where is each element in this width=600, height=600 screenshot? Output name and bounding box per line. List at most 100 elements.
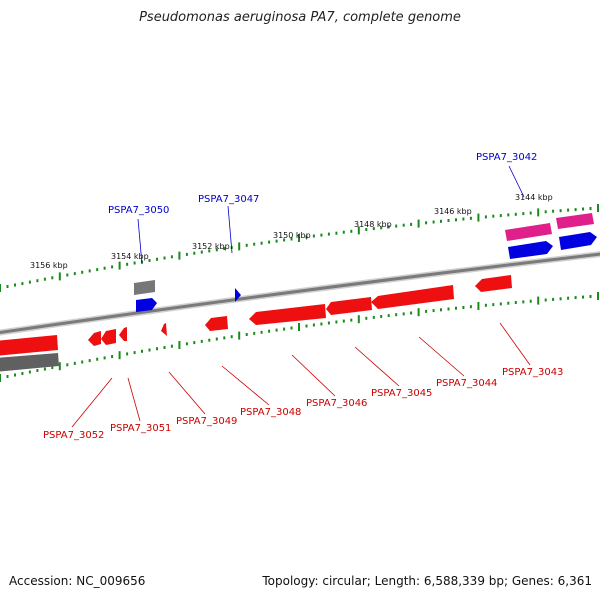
feature-red-3048[interactable] [205, 316, 228, 331]
gene-label-3046[interactable]: PSPA7_3046 [306, 398, 367, 409]
upper-tick-mark [163, 256, 166, 260]
upper-tick-mark [28, 280, 31, 284]
feature-red-3045[interactable] [326, 297, 372, 315]
lower-tick-mark [51, 366, 54, 370]
lower-tick-mark [395, 313, 398, 317]
topology-text: Topology: circular; Length: 6,588,339 bp… [262, 574, 592, 588]
upper-tick-mark [544, 210, 547, 214]
feature-blue-3047[interactable] [235, 288, 241, 302]
upper-tick-mark [380, 226, 383, 230]
upper-tick-mark [447, 219, 450, 222]
upper-tick-mark [118, 261, 121, 270]
upper-tick-mark [455, 218, 457, 222]
gene-label-3047[interactable]: PSPA7_3047 [198, 194, 259, 205]
feature-red-3044[interactable] [371, 285, 454, 309]
upper-tick-mark [342, 230, 345, 234]
upper-tick-mark [529, 211, 532, 215]
map-title: Pseudomonas aeruginosa PA7, complete gen… [139, 10, 461, 25]
upper-tick-mark [14, 283, 16, 287]
lower-tick-mark [492, 303, 495, 307]
lower-tick-mark [447, 307, 450, 311]
lower-tick-mark [28, 370, 31, 374]
feature-red-3052b[interactable] [101, 329, 116, 345]
lower-tick-mark [499, 302, 502, 306]
feature-pink-b[interactable] [556, 213, 594, 229]
upper-tick-mark [552, 209, 555, 213]
gene-label-3051[interactable]: PSPA7_3051 [110, 423, 171, 434]
lower-tick-mark [477, 302, 480, 310]
feature-red-3043[interactable] [475, 275, 512, 292]
lower-tick-mark [141, 349, 143, 353]
lower-tick-mark [537, 296, 540, 305]
lower-tick-mark [283, 327, 286, 331]
lower-tick-mark [455, 306, 457, 310]
lower-tick-mark [559, 297, 562, 301]
feature-red-left[interactable] [0, 335, 58, 356]
leader-3046 [291, 354, 336, 397]
upper-tick-mark [559, 209, 562, 213]
upper-tick-mark [260, 241, 263, 245]
feature-gray-upper[interactable] [134, 280, 155, 295]
gene-label-3049[interactable]: PSPA7_3049 [176, 416, 237, 427]
lower-tick-mark [170, 344, 173, 348]
leader-3042 [508, 165, 525, 198]
upper-tick-mark [432, 220, 435, 224]
upper-tick-mark [96, 268, 99, 272]
upper-tick-mark [193, 251, 196, 255]
feature-gray-lower[interactable] [0, 353, 59, 372]
upper-tick-mark [537, 208, 540, 217]
lower-tick-mark [567, 296, 570, 300]
lower-tick-mark [223, 336, 226, 340]
feature-red-3046[interactable] [249, 304, 326, 325]
gene-label-3043[interactable]: PSPA7_3043 [502, 367, 563, 378]
lower-tick-mark [432, 309, 435, 313]
upper-tick-mark [156, 257, 158, 261]
feature-pink-a[interactable] [505, 223, 552, 241]
lower-tick-mark [245, 333, 248, 336]
feature-blue-a[interactable] [508, 241, 553, 259]
feature-blue-b[interactable] [559, 232, 597, 250]
upper-tick-mark [417, 219, 420, 228]
upper-tick-mark [185, 252, 188, 256]
upper-tick-mark [597, 204, 599, 212]
upper-tick-mark [111, 265, 114, 269]
lower-tick-mark [529, 299, 532, 303]
upper-tick-mark [365, 228, 368, 231]
upper-tick-mark [58, 272, 61, 281]
lower-tick-mark [88, 359, 91, 363]
lower-tick-mark [118, 351, 121, 360]
upper-tick-mark [170, 255, 173, 259]
gene-label-3045[interactable]: PSPA7_3045 [371, 388, 432, 399]
upper-feature-track [134, 213, 597, 312]
gene-label-3048[interactable]: PSPA7_3048 [240, 407, 301, 418]
upper-tick-mark [499, 214, 502, 218]
gene-label-3042[interactable]: PSPA7_3042 [476, 152, 537, 163]
feature-red-3051[interactable] [119, 327, 127, 341]
upper-tick-mark [312, 234, 315, 238]
feature-red-3049[interactable] [161, 323, 167, 336]
gene-label-3052[interactable]: PSPA7_3052 [43, 430, 104, 441]
lower-tick-mark [350, 318, 353, 322]
feature-blue-3050[interactable] [136, 298, 157, 312]
upper-tick-mark [6, 285, 9, 288]
upper-tick-mark [387, 225, 390, 229]
upper-tick-ring [0, 204, 599, 292]
lower-tick-mark [484, 303, 487, 307]
lower-tick-mark [268, 329, 271, 333]
upper-tick-mark [126, 262, 129, 266]
lower-tick-mark [312, 323, 315, 327]
gene-label-3044[interactable]: PSPA7_3044 [436, 378, 497, 389]
upper-tick-mark [514, 212, 517, 216]
lower-tick-mark [14, 373, 16, 377]
lower-tick-mark [163, 346, 166, 349]
gene-label-3050[interactable]: PSPA7_3050 [108, 205, 169, 216]
upper-tick-mark [372, 227, 375, 231]
upper-tick-mark [51, 276, 54, 280]
feature-red-3052[interactable] [88, 331, 101, 346]
lower-tick-mark [73, 361, 76, 365]
lower-tick-mark [290, 326, 293, 330]
lower-tick-mark [21, 372, 24, 375]
upper-tick-mark [567, 208, 570, 212]
upper-tick-mark [268, 240, 271, 244]
